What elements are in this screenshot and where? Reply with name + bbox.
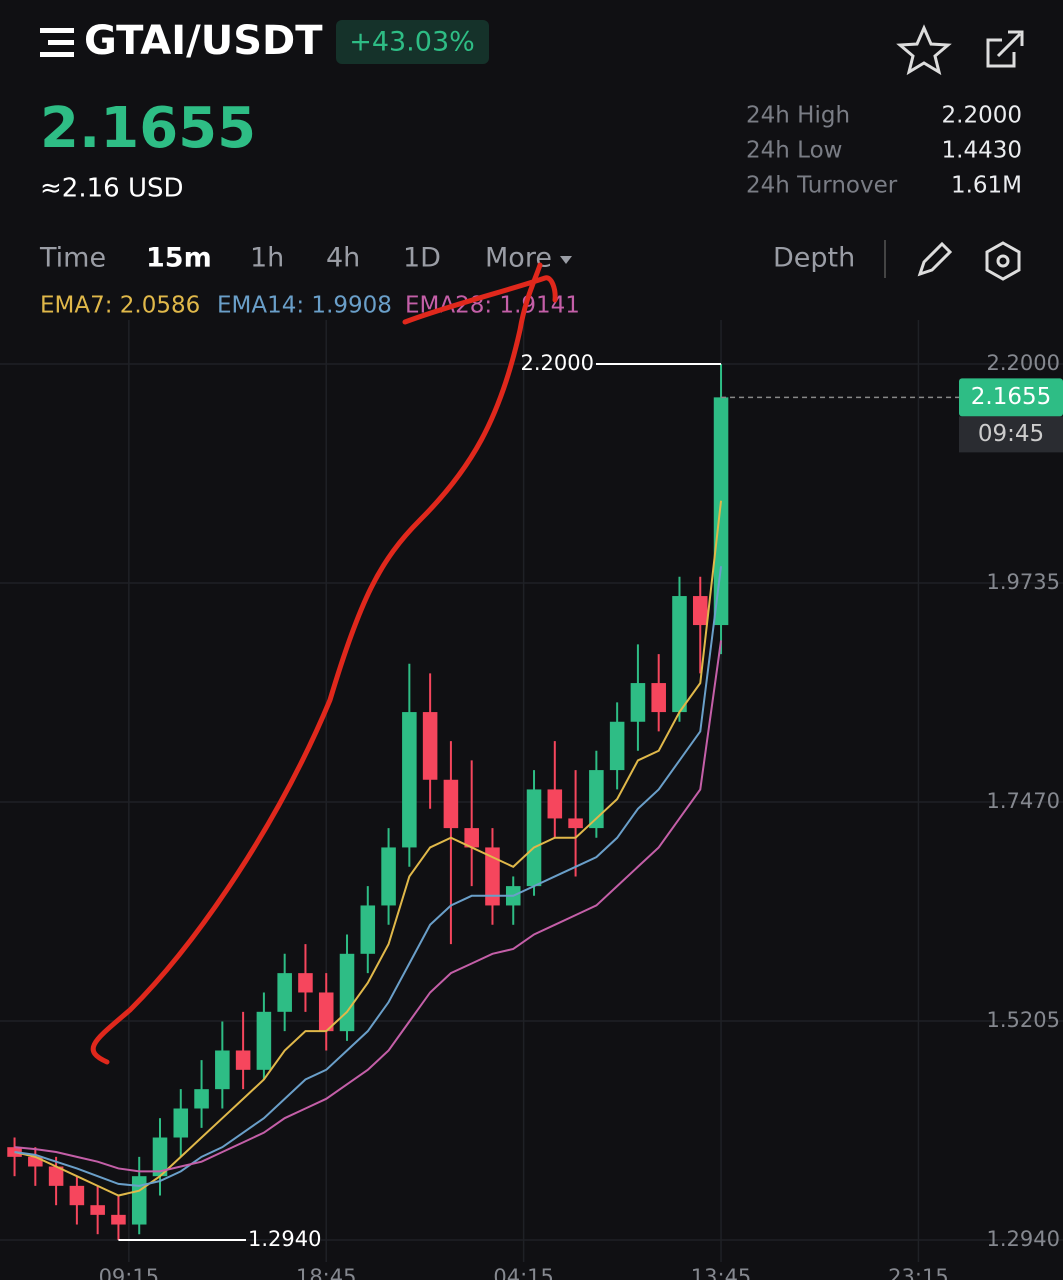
ema-line [14, 640, 723, 1173]
countdown-tag [959, 416, 1063, 453]
candle-body [651, 683, 666, 713]
menu-icon[interactable] [40, 28, 74, 57]
low-marker-label: 1.2940 [248, 1227, 321, 1251]
candle-body [360, 905, 376, 954]
tab[interactable]: Depth [773, 243, 855, 274]
candle-body [152, 1137, 168, 1177]
stat-value: 1.61M [951, 173, 1022, 199]
stat-label: 24h Turnover [746, 173, 898, 199]
ema-line [14, 566, 723, 1187]
stat-label: 24h Low [746, 138, 842, 164]
candle-body [194, 1089, 209, 1109]
candle-body [402, 712, 417, 848]
candle-body [131, 1176, 147, 1225]
high-marker-label: 2.2000 [521, 351, 594, 375]
candle-body [692, 596, 708, 626]
candle-body [381, 847, 396, 906]
y-tick-label: 2.2000 [987, 351, 1060, 375]
stat-label: 24h High [746, 103, 850, 129]
x-tick-label: 04:15 [493, 1265, 554, 1280]
candle-body [111, 1214, 126, 1225]
candle-body [256, 1011, 272, 1070]
y-tick-label: 1.5205 [987, 1008, 1060, 1032]
last-price-tag [959, 378, 1063, 417]
y-tick-label: 1.2940 [987, 1227, 1060, 1251]
dropdown-icon [560, 256, 572, 264]
tab[interactable]: 15m [146, 243, 212, 274]
tab[interactable]: Time [39, 243, 106, 274]
candle-body [609, 721, 625, 771]
hand-drawn-arrow [90, 262, 558, 1065]
candle-body [277, 973, 292, 1012]
pair[interactable]: GTAI/USDT [84, 18, 323, 64]
draw-icon[interactable] [917, 241, 953, 277]
candle-body [235, 1050, 251, 1070]
tab[interactable]: 1h [250, 243, 284, 274]
candle-body [28, 1156, 43, 1167]
x-tick-label: 09:15 [99, 1265, 160, 1280]
settings-icon[interactable] [985, 241, 1021, 281]
candle-body [672, 596, 687, 713]
candle-body [526, 789, 542, 887]
change-badge [336, 20, 489, 64]
stat-value: 2.2000 [942, 103, 1022, 129]
tab[interactable]: 4h [326, 243, 360, 274]
x-tick-label: 18:45 [296, 1265, 357, 1280]
candle-body [485, 847, 500, 906]
candle-body [173, 1108, 189, 1138]
last-price-label: 2.1655 [971, 384, 1051, 410]
stat-value: 1.4430 [942, 138, 1022, 164]
candle-body [443, 779, 459, 829]
y-tick-label: 1.9735 [987, 570, 1060, 594]
candle-body [7, 1147, 22, 1157]
change: +43.03% [349, 27, 475, 58]
candle-body [90, 1205, 105, 1215]
y-tick-label: 1.7470 [987, 789, 1060, 813]
favorite-icon[interactable] [896, 24, 952, 76]
share-icon[interactable] [986, 30, 1024, 68]
candle-body [69, 1185, 85, 1206]
candle-body [318, 992, 334, 1032]
candle-body [339, 953, 355, 1032]
x-tick-label: 13:45 [691, 1265, 752, 1280]
candle-body [713, 397, 729, 626]
candle-body [215, 1050, 230, 1090]
candle-body [630, 683, 646, 722]
countdown: 09:45 [978, 421, 1044, 447]
x-tick-label: 23:15 [888, 1265, 949, 1280]
candle-body [547, 789, 563, 819]
candle-body [568, 818, 583, 829]
candle-body [464, 828, 479, 848]
ema-line [14, 500, 723, 1197]
indicator-value: EMA7: 2.0586 [40, 293, 200, 319]
tab[interactable]: 1D [403, 243, 441, 274]
candle-body [298, 973, 313, 993]
tab[interactable]: More [485, 243, 552, 274]
candle-body [48, 1166, 64, 1186]
candle-body [422, 712, 438, 780]
last-price: 2.1655 [40, 96, 256, 161]
candle-body [589, 770, 604, 829]
indicator-value: EMA14: 1.9908 [217, 293, 392, 319]
settings-icon-center [996, 254, 1010, 268]
usd-price: ≈2.16 USD [40, 174, 184, 204]
